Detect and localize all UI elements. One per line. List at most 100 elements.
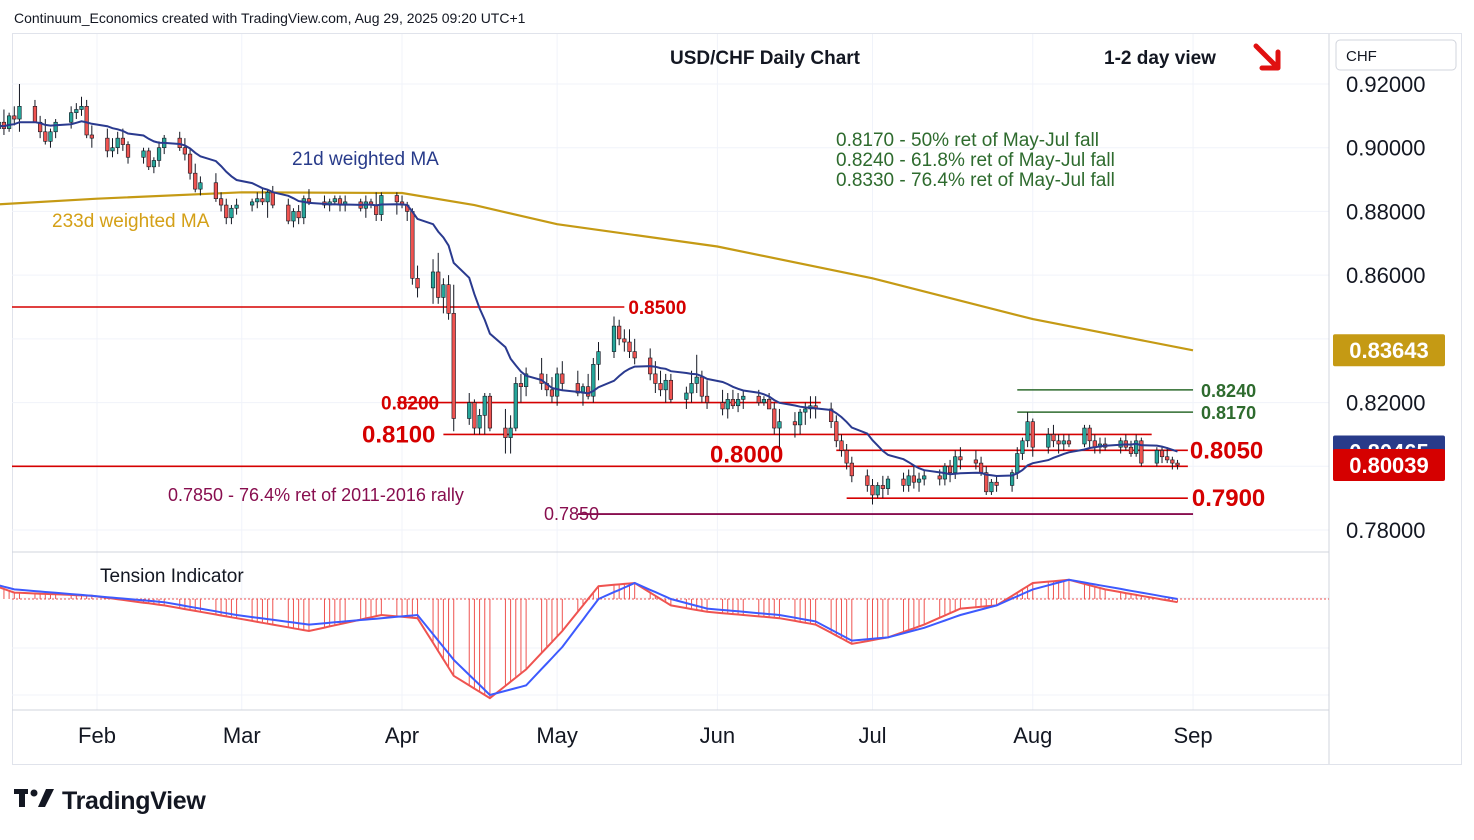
candle-body [989, 481, 994, 493]
candle [234, 198, 239, 215]
price-label-text: 0.83643 [1349, 338, 1429, 363]
candle-body [1170, 459, 1175, 464]
candle-body [766, 399, 772, 410]
currency-label: CHF [1346, 48, 1377, 65]
candle [363, 195, 368, 218]
level-label: 0.8050 [1190, 437, 1263, 464]
tension-label: Tension Indicator [100, 566, 244, 587]
candle [1087, 424, 1092, 448]
candle [451, 284, 456, 432]
candle-body [1066, 440, 1072, 445]
candle-body [689, 383, 694, 394]
candle [12, 106, 17, 126]
candle [125, 141, 131, 164]
candle [213, 173, 219, 202]
candle [182, 138, 187, 161]
candle [596, 342, 601, 381]
candle [250, 198, 255, 212]
candle-body [792, 421, 798, 426]
currency-box[interactable] [1335, 39, 1457, 71]
price-label-last: 0.80039 [1333, 449, 1445, 482]
candle-body [1134, 440, 1139, 454]
candle [901, 472, 906, 492]
candle [984, 466, 989, 495]
candle [777, 408, 782, 448]
chart-credit: Continuum_Economics created with Trading… [14, 10, 526, 26]
candle-body [829, 408, 834, 422]
candle [343, 195, 348, 212]
tension-signal-line [0, 578, 1178, 697]
candle-body [947, 465, 953, 473]
candle [286, 198, 291, 225]
x-tick-label: Apr [385, 723, 419, 748]
tension-indicator [0, 578, 1329, 700]
candle [839, 434, 844, 457]
candle [79, 96, 84, 116]
candle-body [699, 376, 704, 397]
candle [539, 357, 544, 390]
candle [803, 402, 808, 425]
candle [720, 389, 725, 416]
candle [32, 99, 38, 123]
candle [260, 189, 265, 206]
tradingview-logo[interactable]: TradingView [14, 787, 206, 816]
candle-body [849, 462, 854, 477]
candle [43, 119, 48, 145]
candle-body [125, 144, 131, 158]
candle [849, 456, 854, 483]
candle-body [89, 134, 94, 139]
x-tick-label: Jun [700, 723, 735, 748]
candle-body [839, 440, 844, 451]
candle [947, 459, 953, 483]
candle-body [234, 204, 239, 209]
level-label: 0.8200 [381, 394, 439, 415]
candle-body [611, 325, 617, 352]
candle [994, 475, 999, 492]
candle-body [436, 271, 441, 298]
candle-body [658, 383, 663, 391]
candle-body [477, 415, 482, 429]
candle [229, 205, 234, 225]
candle [560, 361, 565, 390]
candle-body [79, 106, 84, 110]
price-label-text: 0.80039 [1349, 453, 1429, 478]
fib-note-50: 0.8170 - 50% ret of May-Jul fall [836, 130, 1099, 151]
candle [503, 408, 508, 454]
candle-body [224, 204, 229, 219]
candle-body [229, 207, 234, 219]
candle [1056, 434, 1061, 454]
candle [53, 119, 58, 139]
candle-body [622, 338, 627, 343]
candle-body [32, 106, 38, 123]
x-tick-label: Mar [223, 723, 261, 748]
candle-body [973, 459, 978, 464]
candle-body [1056, 440, 1061, 445]
candle [1051, 424, 1056, 448]
candle-body [575, 383, 580, 394]
candle [467, 393, 472, 425]
candle [410, 208, 415, 285]
candle-body [704, 395, 710, 403]
candle [1066, 434, 1072, 448]
candle-body [482, 395, 487, 416]
candle-body [1087, 427, 1092, 442]
candle [374, 192, 379, 221]
candle [110, 138, 115, 158]
candle [255, 192, 260, 209]
candle-body [508, 427, 513, 438]
candle [648, 348, 653, 381]
candle [162, 134, 167, 155]
candle [1103, 437, 1108, 451]
candle [156, 141, 162, 167]
candle [704, 380, 710, 409]
ma21-line [0, 120, 1178, 478]
candle-body [524, 373, 529, 387]
level-label: 0.8000 [710, 441, 783, 468]
candle [524, 367, 529, 397]
candle [141, 147, 146, 164]
tradingview-logo-icon [14, 787, 54, 816]
candle [730, 389, 736, 409]
candle [446, 275, 451, 320]
candle [513, 377, 518, 432]
